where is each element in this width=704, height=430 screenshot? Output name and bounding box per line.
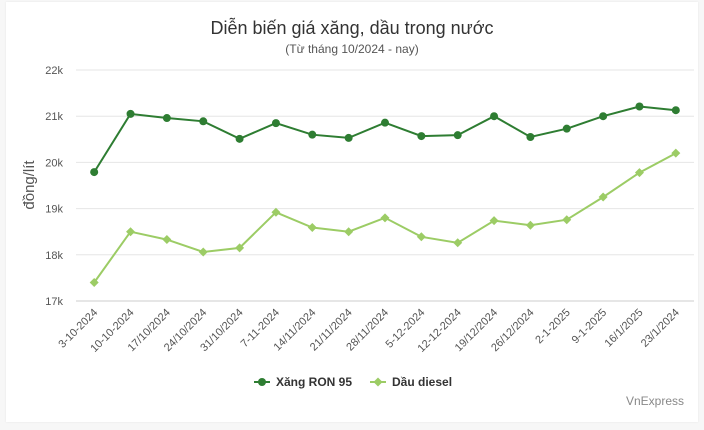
- legend-marker-diesel: [373, 377, 383, 387]
- chart-card: [6, 2, 698, 422]
- data-point-0-8[interactable]: [381, 118, 389, 127]
- data-point-0-4[interactable]: [235, 134, 244, 143]
- data-point-1-1[interactable]: [126, 227, 136, 237]
- data-point-1-15[interactable]: [634, 168, 644, 178]
- y-tick-label: 22k: [45, 65, 63, 77]
- data-point-1-3[interactable]: [198, 247, 208, 257]
- data-point-1-0[interactable]: [89, 278, 99, 288]
- data-point-1-6[interactable]: [307, 223, 317, 233]
- y-axis-ticks: 17k 18k 19k 20k 21k 22k: [45, 65, 63, 308]
- y-axis-label: đồng/lít: [21, 160, 38, 210]
- legend-label-diesel: Dầu diesel: [392, 375, 452, 389]
- x-axis-ticks: 3-10-202410-10-202417/10/202424/10/20243…: [56, 300, 694, 355]
- data-point-1-14[interactable]: [598, 192, 608, 202]
- data-point-1-12[interactable]: [525, 220, 535, 230]
- data-point-0-14[interactable]: [599, 112, 608, 121]
- data-point-0-6[interactable]: [308, 130, 317, 139]
- legend: Xăng RON 95 Dầu diesel: [254, 375, 452, 389]
- data-point-1-16[interactable]: [671, 148, 681, 158]
- data-point-1-13[interactable]: [562, 215, 572, 225]
- data-point-0-13[interactable]: [562, 124, 571, 133]
- data-point-0-12[interactable]: [526, 132, 535, 141]
- legend-item-diesel[interactable]: Dầu diesel: [370, 375, 452, 389]
- data-point-1-5[interactable]: [271, 207, 281, 217]
- legend-label-xang: Xăng RON 95: [276, 375, 352, 389]
- data-point-0-11[interactable]: [490, 112, 499, 121]
- data-point-1-7[interactable]: [344, 227, 354, 237]
- data-point-1-4[interactable]: [235, 243, 245, 253]
- credit-label: VnExpress: [626, 394, 684, 408]
- x-tick-label: 2-1-2025: [533, 307, 573, 347]
- data-point-0-0[interactable]: [90, 168, 99, 177]
- data-point-1-8[interactable]: [380, 213, 390, 223]
- series-group: [89, 102, 681, 288]
- data-point-0-15[interactable]: [635, 102, 644, 111]
- y-tick-label: 21k: [45, 111, 63, 123]
- data-point-0-5[interactable]: [271, 119, 280, 128]
- data-point-1-10[interactable]: [453, 238, 463, 248]
- data-point-0-9[interactable]: [417, 132, 426, 141]
- data-point-0-2[interactable]: [162, 114, 171, 123]
- legend-item-xang[interactable]: Xăng RON 95: [254, 375, 352, 389]
- data-point-1-2[interactable]: [162, 235, 172, 245]
- data-point-1-11[interactable]: [489, 216, 499, 226]
- data-point-1-9[interactable]: [416, 232, 426, 242]
- data-point-0-3[interactable]: [199, 117, 208, 126]
- data-point-0-16[interactable]: [671, 106, 680, 115]
- grid-lines: [76, 69, 694, 302]
- chart-subtitle: (Từ tháng 10/2024 - nay): [285, 42, 418, 56]
- y-tick-label: 19k: [45, 204, 63, 216]
- data-point-0-1[interactable]: [126, 109, 135, 118]
- x-tick-label: 16/1/2025: [603, 307, 646, 350]
- x-tick-label: 23/1/2024: [639, 307, 682, 350]
- y-tick-label: 17k: [45, 296, 63, 308]
- y-tick-label: 18k: [45, 250, 63, 262]
- data-point-0-10[interactable]: [453, 131, 462, 140]
- legend-marker-xang: [258, 378, 266, 386]
- chart-title: Diễn biến giá xăng, dầu trong nước: [210, 17, 493, 38]
- data-point-0-7[interactable]: [344, 133, 353, 142]
- y-tick-label: 20k: [45, 157, 63, 169]
